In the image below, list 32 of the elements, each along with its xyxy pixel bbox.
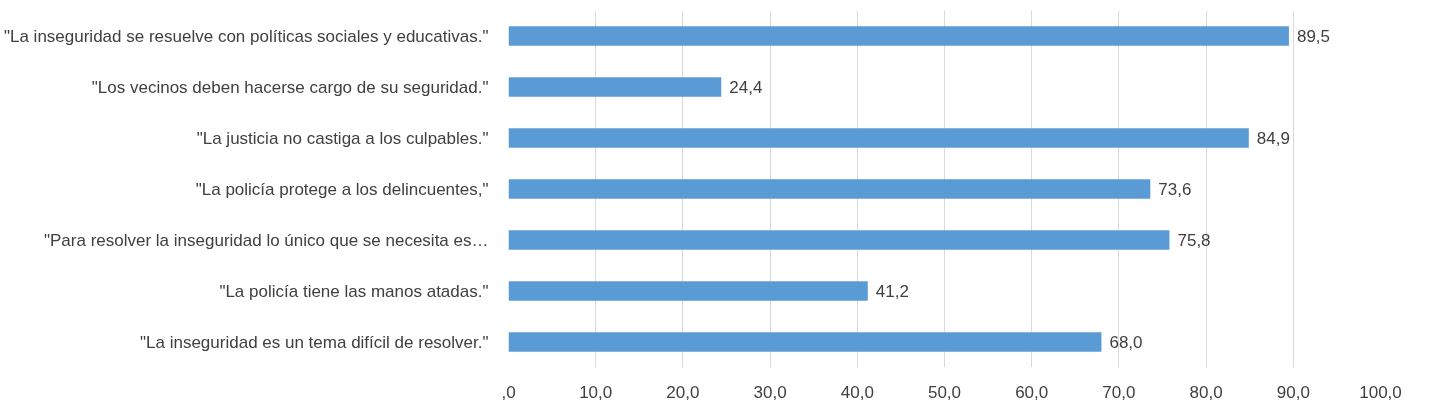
bar xyxy=(508,26,1289,46)
x-tick-label: 80,0 xyxy=(1189,382,1223,402)
y-tick-label: "La inseguridad se resuelve con políticas sociales y educativas." xyxy=(3,26,489,46)
bar xyxy=(508,179,1151,199)
y-tick-label: "La inseguridad es un tema difícil de resolver." xyxy=(140,332,489,352)
data-label: 41,2 xyxy=(875,282,909,301)
y-tick-label: "Para resolver la inseguridad lo único que se necesita es… xyxy=(43,230,489,250)
y-tick-label: "La policía tiene las manos atadas." xyxy=(219,281,489,301)
bar xyxy=(508,230,1170,250)
data-label: 89,5 xyxy=(1296,27,1331,46)
x-tick-label: 20,0 xyxy=(666,382,700,402)
y-tick-label: "La justicia no castiga a los culpables." xyxy=(196,128,489,148)
data-label: 24,4 xyxy=(729,78,763,97)
data-label: 75,8 xyxy=(1177,231,1211,250)
bar xyxy=(508,332,1102,352)
x-tick-label: 50,0 xyxy=(927,382,962,402)
bar xyxy=(508,77,722,97)
x-tick-label: 60,0 xyxy=(1015,382,1049,402)
data-label: 73,6 xyxy=(1158,180,1192,199)
x-tick-label: 10,0 xyxy=(579,382,613,402)
x-tick-label: 100,0 xyxy=(1359,382,1402,402)
x-tick-label: 30,0 xyxy=(753,382,787,402)
x-tick-label: ,0 xyxy=(501,382,516,402)
x-tick-label: 70,0 xyxy=(1102,382,1136,402)
x-tick-label: 90,0 xyxy=(1276,382,1310,402)
y-tick-label: "Los vecinos deben hacerse cargo de su seguridad." xyxy=(91,77,489,97)
data-label: 84,9 xyxy=(1256,129,1290,148)
bar xyxy=(508,281,868,301)
bar xyxy=(508,128,1249,148)
data-label: 68,0 xyxy=(1109,333,1143,352)
x-tick-label: 40,0 xyxy=(840,382,874,402)
y-tick-label: "La policía protege a los delincuentes," xyxy=(195,179,489,199)
